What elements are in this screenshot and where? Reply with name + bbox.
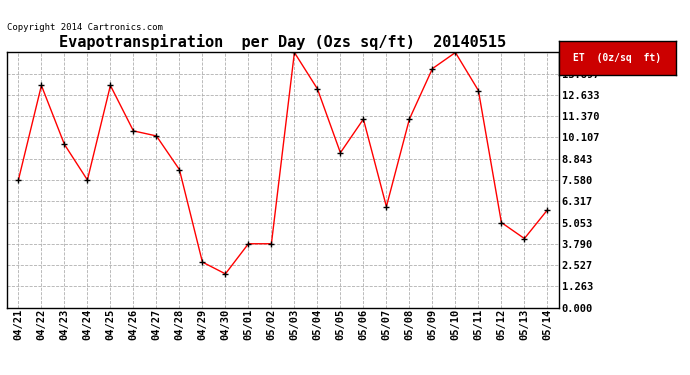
Text: ET  (0z/sq  ft): ET (0z/sq ft) [573,53,662,63]
Title: Evapotranspiration  per Day (Ozs sq/ft)  20140515: Evapotranspiration per Day (Ozs sq/ft) 2… [59,34,506,50]
Text: Copyright 2014 Cartronics.com: Copyright 2014 Cartronics.com [7,23,163,32]
